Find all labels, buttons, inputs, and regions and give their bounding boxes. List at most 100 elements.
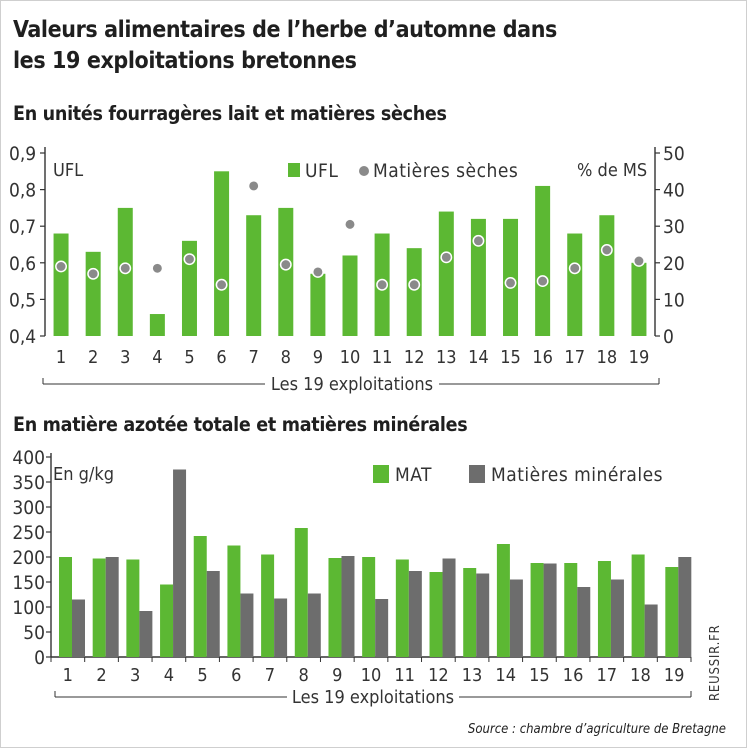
mineral-bar	[274, 598, 288, 657]
mat-bar	[665, 567, 679, 657]
legend-ms-swatch	[359, 166, 369, 176]
right-tick-label: 50	[663, 143, 685, 165]
x-tick-label: 8	[281, 347, 291, 368]
ms-dot	[311, 266, 324, 278]
ms-dot	[632, 255, 645, 267]
ufl-bar	[85, 251, 101, 336]
left-tick-label: 0,8	[9, 180, 36, 202]
ufl-bar	[342, 255, 358, 336]
right-tick-label: 0	[663, 326, 674, 348]
source-note: Source : chambre d’agriculture de Bretag…	[467, 722, 726, 737]
chart2-subtitle: En matière azotée totale et matières min…	[13, 413, 468, 436]
ufl-bar	[438, 211, 454, 336]
mineral-bar	[644, 604, 658, 657]
figure-title-line2: les 19 exploitations bretonnes	[13, 48, 357, 74]
x-tick-label: 12	[404, 347, 425, 368]
mineral-bar	[375, 599, 389, 657]
mat-bar	[328, 558, 342, 657]
mat-bar	[126, 559, 140, 657]
mineral-bar	[173, 469, 187, 657]
ufl-bar	[535, 185, 551, 336]
mat-bar	[597, 561, 611, 657]
left-tick-label: 0,5	[9, 289, 36, 311]
x-tick-label: 16	[563, 665, 584, 686]
x-tick-label: 14	[468, 347, 489, 368]
x-tick-label: 5	[197, 665, 207, 686]
left-axis-unit: UFL	[53, 160, 83, 181]
x-tick-label: 16	[532, 347, 553, 368]
mat-bar	[193, 536, 207, 657]
mat-bar	[429, 572, 443, 657]
right-tick-label: 20	[663, 253, 685, 275]
ms-dot	[215, 278, 228, 291]
legend-mat-label: MAT	[395, 464, 432, 486]
mineral-bar	[72, 599, 85, 657]
mat-bar	[294, 528, 308, 657]
right-tick-label: 30	[663, 216, 685, 238]
x-tick-label: 11	[372, 347, 393, 368]
mat-bar	[395, 559, 409, 657]
mineral-bar	[408, 571, 422, 657]
x-tick-label: 3	[130, 665, 140, 686]
x-tick-label: 18	[597, 347, 618, 368]
ufl-bar	[278, 207, 294, 336]
mineral-bar	[678, 557, 692, 657]
y-axis-unit: En g/kg	[53, 464, 114, 485]
right-axis-unit: % de MS	[577, 160, 647, 181]
x-tick-label: 4	[152, 347, 162, 368]
x-tick-label: 14	[495, 665, 516, 686]
mineral-bar	[240, 593, 254, 657]
ufl-bar	[246, 215, 262, 336]
ms-dot	[247, 179, 260, 192]
ms-dot	[183, 253, 196, 266]
credit-watermark: REUSSIR.FR	[708, 624, 723, 701]
x-tick-label: 1	[63, 665, 73, 686]
mat-bar	[496, 544, 510, 657]
ms-dot	[87, 267, 100, 280]
x-tick-label: 12	[428, 665, 449, 686]
x-tick-label: 4	[164, 665, 174, 686]
mat-bar	[92, 558, 106, 657]
mineral-bar	[610, 579, 624, 657]
x-axis-label: Les 19 exploitations	[271, 374, 433, 395]
mat-bar	[463, 568, 477, 657]
legend-mm-swatch	[469, 465, 485, 483]
y-tick-label: 150	[12, 572, 45, 594]
ms-dot	[376, 278, 389, 291]
x-tick-label: 7	[249, 347, 259, 368]
ufl-ms-chart: 0,4 0,5 0,6 0,7 0,8 0,9 0 10 20 30 40 50 UFL % de MS U…	[9, 143, 685, 395]
x-tick-label: 8	[298, 665, 308, 686]
ufl-bar	[214, 171, 230, 336]
ms-dot	[440, 251, 453, 264]
x-tick-label: 11	[394, 665, 415, 686]
ufl-bar	[567, 233, 583, 336]
mineral-bar	[307, 593, 321, 657]
x-tick-label: 19	[664, 665, 685, 686]
y-tick-label: 200	[12, 547, 45, 569]
mineral-bar	[206, 571, 220, 657]
ms-dot	[55, 260, 68, 273]
right-tick-label: 10	[663, 289, 685, 311]
y-tick-label: 100	[12, 597, 45, 619]
ms-dot	[600, 244, 613, 256]
x-tick-label: 17	[596, 665, 617, 686]
ufl-bar	[53, 233, 69, 336]
y-tick-label: 0	[34, 647, 45, 669]
mineral-bar	[509, 579, 523, 657]
x-axis-label: Les 19 exploitations	[292, 687, 454, 708]
mat-bar	[59, 557, 72, 657]
legend-mm-label: Matières minérales	[491, 464, 663, 486]
y-tick-label: 350	[12, 472, 45, 494]
mineral-bar	[476, 573, 490, 657]
left-tick-label: 0,9	[9, 143, 36, 165]
mat-bar	[362, 557, 376, 657]
ms-dot	[279, 258, 292, 271]
ms-dot	[472, 234, 485, 247]
x-tick-label: 10	[361, 665, 382, 686]
left-tick-label: 0,6	[9, 253, 36, 275]
ufl-bar	[406, 248, 422, 336]
left-tick-label: 0,4	[9, 326, 36, 348]
ufl-bar	[149, 314, 165, 336]
mat-bar	[530, 563, 544, 657]
